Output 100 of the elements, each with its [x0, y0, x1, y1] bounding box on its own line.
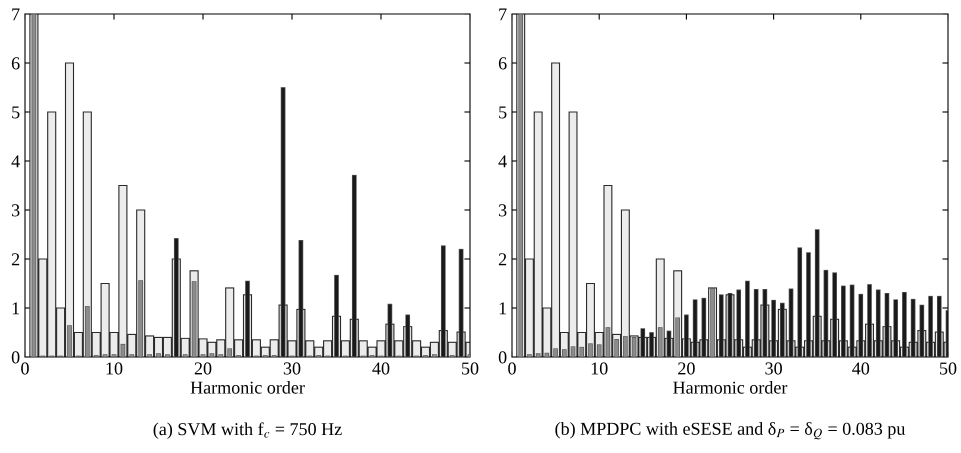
bar — [920, 304, 924, 357]
x-tick-label: 0 — [21, 362, 29, 375]
bar — [553, 348, 558, 357]
bar — [227, 348, 232, 357]
bar — [182, 354, 188, 357]
bar — [702, 298, 706, 357]
bar — [754, 289, 758, 357]
x-tick-label: 50 — [940, 362, 956, 375]
bar — [579, 346, 584, 357]
bar — [797, 247, 802, 357]
bar — [536, 353, 540, 357]
y-tick-label: 5 — [499, 106, 506, 118]
bar — [210, 353, 214, 357]
bar — [67, 325, 72, 357]
x-axis-title: Harmonic order — [190, 381, 305, 394]
bar — [192, 281, 196, 357]
bar — [298, 240, 304, 357]
bar — [902, 292, 907, 357]
bar — [745, 280, 750, 357]
y-tick-label: 3 — [498, 204, 506, 216]
x-tick-label: 30 — [765, 362, 782, 375]
bar — [527, 354, 532, 357]
text: (b) MPDPC with eSESE and δ$_{P}$ = δ$_{Q}$ = 0.083 pu — [555, 422, 906, 440]
x-tick-label: 50 — [462, 362, 478, 375]
bar — [736, 290, 742, 357]
bar — [824, 270, 828, 357]
bar — [867, 284, 872, 357]
bar — [165, 354, 170, 357]
bar — [910, 298, 916, 357]
y-tick-label: 2 — [12, 253, 20, 266]
bar — [102, 354, 108, 357]
bar — [174, 238, 179, 357]
bar — [806, 252, 811, 357]
y-tick-label: 6 — [498, 57, 507, 70]
bar — [156, 353, 161, 357]
x-tick-label: 40 — [852, 362, 870, 375]
bar — [570, 346, 576, 357]
bar — [649, 332, 654, 357]
bar — [544, 352, 550, 357]
y-tick-label: 2 — [498, 253, 506, 266]
bar — [710, 288, 715, 357]
y-tick-label: 1 — [12, 302, 20, 314]
bar — [405, 314, 410, 357]
bar — [858, 294, 864, 357]
bar — [771, 300, 776, 357]
x-tick-label: 30 — [284, 362, 300, 375]
bar — [562, 349, 567, 357]
bar — [675, 317, 680, 357]
bar — [129, 354, 134, 357]
x-tick-label: 10 — [106, 362, 122, 375]
bar — [596, 344, 602, 357]
bar — [112, 354, 116, 357]
bar — [893, 299, 898, 357]
y-tick-label: 0 — [498, 351, 506, 364]
bar — [147, 354, 152, 357]
y-tick-label: 0 — [12, 351, 20, 364]
bar — [788, 288, 794, 357]
y-tick-label: 7 — [499, 8, 507, 20]
bar — [200, 354, 206, 357]
bar — [832, 272, 837, 357]
bar — [936, 296, 942, 357]
bar — [666, 330, 672, 357]
x-tick-label: 10 — [592, 362, 608, 375]
bar — [245, 280, 250, 357]
bar — [280, 87, 286, 357]
bar — [658, 327, 663, 357]
bar — [84, 306, 90, 357]
bar — [352, 174, 357, 357]
bar — [692, 299, 698, 357]
bar — [588, 343, 593, 357]
x-tick-label: 0 — [508, 362, 516, 375]
bar — [884, 292, 890, 357]
x-tick-label: 40 — [372, 362, 390, 375]
y-tick-label: 6 — [12, 57, 20, 70]
y-tick-label: 1 — [500, 302, 506, 314]
bar — [138, 280, 144, 357]
x-tick-label: 20 — [194, 362, 212, 375]
y-tick-label: 5 — [12, 106, 20, 118]
bar — [623, 336, 628, 357]
bar — [762, 289, 768, 357]
x-tick-label: 20 — [678, 362, 695, 375]
y-tick-label: 7 — [12, 8, 20, 20]
text: (a) SVM with f$_{c}$ = 750 Hz — [154, 422, 342, 439]
y-tick-label: 4 — [11, 155, 20, 168]
bar — [780, 302, 785, 357]
bar — [814, 229, 820, 357]
bar — [388, 304, 392, 357]
bar — [841, 286, 846, 357]
y-tick-label: 4 — [498, 155, 507, 168]
bar — [876, 290, 881, 357]
bar — [850, 284, 854, 357]
bar — [458, 248, 464, 357]
bar — [718, 294, 724, 357]
bar — [684, 314, 689, 357]
bar — [640, 328, 646, 357]
bar — [432, 354, 437, 357]
x-axis-title: Harmonic order — [673, 381, 788, 394]
bar — [218, 354, 224, 357]
bar — [120, 344, 126, 357]
bar — [606, 327, 610, 357]
